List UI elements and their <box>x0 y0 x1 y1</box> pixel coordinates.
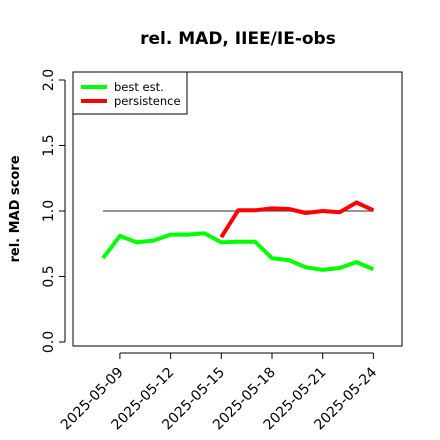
chart-title: rel. MAD, IIEE/IE-obs <box>140 29 336 49</box>
legend-label-persistence: persistence <box>114 94 181 108</box>
legend-label-best-est: best est. <box>114 80 164 94</box>
legend-box <box>72 71 188 115</box>
y-tick-label: 0.5 <box>41 265 57 287</box>
series-layer <box>101 200 375 272</box>
plot-frame <box>72 71 403 347</box>
y-axis: 0.0 0.5 1.0 1.5 2.0 <box>41 69 66 353</box>
series-line-persistence <box>219 200 375 239</box>
x-axis: 2025-05-092025-05-122025-05-152025-05-18… <box>58 352 380 433</box>
y-tick-label: 0.0 <box>41 331 57 353</box>
legend: best est.persistence <box>72 71 188 115</box>
y-tick-label: 2.0 <box>41 69 57 91</box>
y-axis-label: rel. MAD score <box>8 155 23 262</box>
y-tick-label: 1.0 <box>41 200 57 222</box>
y-tick-label: 1.5 <box>41 134 57 156</box>
series-line-best-est <box>101 231 375 272</box>
